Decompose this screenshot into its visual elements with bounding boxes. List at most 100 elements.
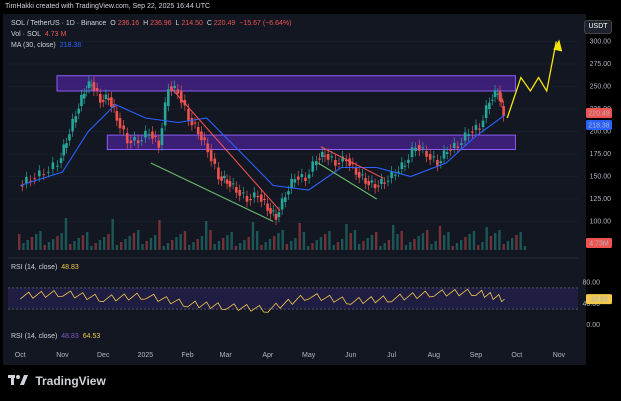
candle-body [95,88,99,91]
volume-bar [69,244,72,250]
volume-bar [158,220,161,250]
candle-body [37,170,41,177]
volume-bar [366,238,369,250]
candle-body [287,191,290,195]
volume-bar [336,242,340,250]
rsi-line [19,288,505,313]
candle-body [71,118,74,132]
ma-legend[interactable]: MA (30, close) 218.38 [11,42,83,49]
candle-body [74,116,78,123]
time-axis-label: Jun [345,352,356,359]
candle-body [407,159,410,163]
candle-body [397,171,400,173]
volume-bar [409,242,412,250]
volume-bar [56,236,59,250]
candle-body [421,147,425,149]
candle-body [390,171,393,178]
rsi-tick-label: 40.00 [582,301,600,308]
volume-bar [264,242,267,250]
candle-body [474,124,478,130]
volume-bar [103,237,106,250]
candle-body [47,171,50,173]
volume-value: 4.73 M [44,31,67,38]
volume-bar [273,236,276,250]
candle-body [383,182,386,184]
volume-bar [438,226,442,250]
volume-bar [481,242,484,250]
volume-bar [400,231,403,250]
volume-bar [277,233,280,250]
volume-bar [451,246,454,250]
candle-body [439,161,443,163]
candle-body [334,160,337,166]
candle-body [490,99,494,101]
volume-bar [353,230,357,250]
volume-bar [285,244,289,250]
volume-bar [468,234,471,250]
volume-bar [47,242,51,250]
time-axis-label: Dec [97,352,110,359]
volume-label: Vol · SOL [11,31,41,38]
rsi2-value-a: 48.83 [61,333,79,340]
volume-legend[interactable]: Vol · SOL 4.73 M [11,31,68,38]
candle-body [296,176,300,180]
volume-bar [502,244,505,250]
candle-body [471,131,474,133]
candle-body [354,167,358,175]
ma-label: MA (30, close) [11,42,56,49]
candle-body [196,127,200,135]
rsi-legend[interactable]: RSI (14, close) 48.83 [11,264,81,271]
candle-body [118,118,122,129]
time-axis-label: Apr [262,352,274,359]
price-tick-label: 100.00 [590,219,612,226]
rsi2-label: RSI (14, close) [11,333,58,340]
volume-bar [200,236,204,250]
candle-body [256,196,260,198]
candle-body [277,212,281,217]
volume-bar [379,246,382,250]
candle-body [176,89,180,94]
volume-bar [230,232,233,250]
currency-badge[interactable]: USDT [584,20,612,34]
close-value: 220.49 [213,20,236,27]
candle-body [77,108,81,114]
rsi-tick-label: 80.00 [582,280,600,287]
volume-bar [370,235,374,250]
volume-bar [396,234,399,250]
candle-body [481,120,485,127]
candle-body [249,199,252,201]
rsi-legend-secondary[interactable]: RSI (14, close) 48.83 64.53 [11,333,102,340]
volume-bar [434,241,437,250]
volume-bar [315,240,318,250]
candle-body [311,161,315,172]
volume-bar [162,246,165,250]
candle-body [213,158,217,164]
volume-bar [234,246,238,250]
volume-bar [345,224,348,250]
candle-body [337,163,341,165]
candle-body [68,134,71,141]
volume-bar [111,219,114,250]
volume-bar [124,239,127,250]
symbol-label: SOL / TetherUS · 1D · Binance [11,20,107,27]
candle-body [488,102,491,109]
candle-body [65,143,68,148]
rsi2-value-b: 64.53 [82,333,101,340]
candle-body [217,167,220,180]
volume-bar [332,245,335,250]
candle-body [42,174,46,176]
volume-bar [171,240,174,250]
candle-body [373,184,377,189]
rsi-value: 48.83 [61,264,79,271]
candle-body [425,151,428,157]
volume-bar [421,233,425,250]
candle-body [403,165,407,167]
volume-bar [107,234,110,250]
volume-bar [519,232,522,250]
low-label: L [175,20,180,27]
volume-bar [494,233,497,250]
candle-body [502,106,505,117]
volume-bar [506,241,510,250]
